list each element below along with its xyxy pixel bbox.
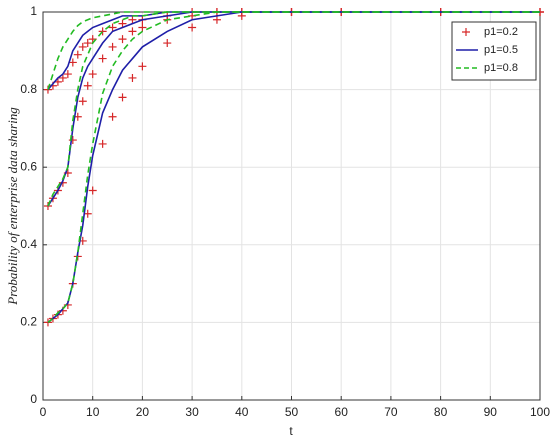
marker [98, 27, 107, 36]
y-tick-label: 0.6 [20, 159, 37, 173]
x-tick-label: 90 [484, 405, 498, 419]
y-tick-label: 0.4 [20, 237, 37, 251]
x-tick-label: 80 [434, 405, 448, 419]
line [47, 11, 540, 90]
marker [73, 50, 82, 59]
x-tick-label: 50 [285, 405, 299, 419]
x-tick-label: 60 [335, 405, 349, 419]
marker [118, 35, 127, 44]
x-tick-label: 10 [86, 405, 100, 419]
marker [138, 23, 147, 32]
marker [138, 62, 147, 71]
legend-label: p1=0.8 [484, 62, 518, 74]
marker [128, 73, 137, 82]
marker [118, 19, 127, 28]
marker [98, 54, 107, 63]
marker [98, 139, 107, 148]
x-tick-label: 20 [136, 405, 150, 419]
marker [108, 23, 117, 32]
marker [68, 58, 77, 67]
marker [83, 39, 92, 48]
marker [88, 70, 97, 79]
x-tick-label: 0 [40, 405, 47, 419]
marker [128, 27, 137, 36]
legend-label: p1=0.2 [484, 26, 518, 38]
marker [128, 15, 137, 24]
marker [83, 209, 92, 218]
legend-marker [462, 28, 470, 36]
x-tick-label: 100 [530, 405, 550, 419]
marker [108, 112, 117, 121]
legend-label: p1=0.5 [484, 44, 518, 56]
marker [78, 97, 87, 106]
x-tick-label: 30 [185, 405, 199, 419]
marker [118, 93, 127, 102]
marker [108, 42, 117, 51]
y-tick-label: 0 [30, 392, 37, 406]
x-tick-label: 70 [384, 405, 398, 419]
marker [63, 70, 72, 79]
y-tick-label: 0.8 [20, 82, 37, 96]
y-tick-label: 0.2 [20, 315, 37, 329]
marker [88, 186, 97, 195]
y-tick-label: 1 [30, 4, 37, 18]
marker [78, 42, 87, 51]
marker [163, 39, 172, 48]
y-axis-label: Probability of enterprise data sharing [5, 107, 20, 306]
x-tick-label: 40 [235, 405, 249, 419]
marker [212, 15, 221, 24]
x-axis-label: t [289, 424, 293, 438]
marker [188, 23, 197, 32]
marker [83, 81, 92, 90]
marker [58, 73, 67, 82]
